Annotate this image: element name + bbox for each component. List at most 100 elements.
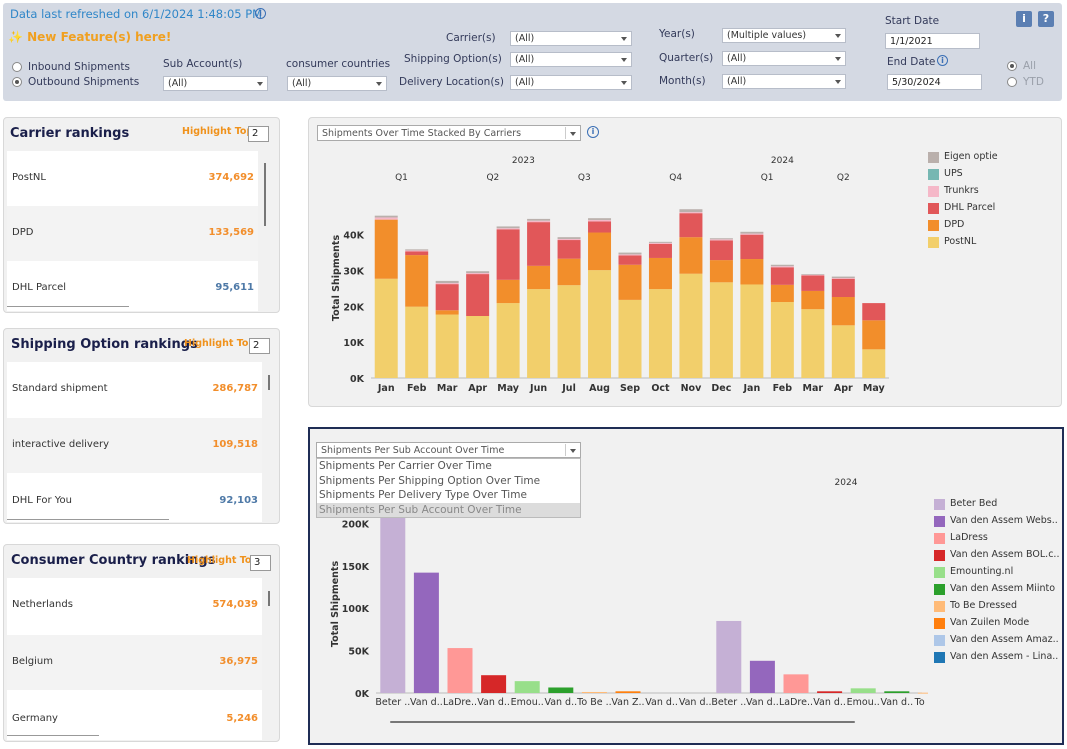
start-date-input[interactable]: 1/1/2021 — [885, 33, 980, 49]
info-button[interactable]: i — [1016, 11, 1032, 27]
bar-segment-dhl-parcel — [740, 234, 764, 260]
dropdown-option-carrier[interactable]: Shipments Per Carrier Over Time — [319, 460, 492, 472]
month-select[interactable]: (All) — [722, 74, 846, 89]
refresh-info-icon[interactable]: i — [255, 8, 266, 19]
top-chart-dropdown[interactable]: Shipments Over Time Stacked By Carriers — [317, 125, 581, 141]
y-tick-label: 200K — [342, 519, 370, 530]
bar-segment-eigen-optie — [801, 274, 825, 275]
legend-item[interactable]: PostNL — [928, 235, 1053, 252]
x-tick-label: LaDre.. — [443, 697, 477, 708]
legend-item[interactable]: Trunkrs — [928, 184, 1053, 201]
horizontal-scrollbar[interactable] — [390, 721, 855, 723]
list-item[interactable]: interactive delivery 109,518 — [7, 418, 262, 473]
legend-item[interactable]: Eigen optie — [928, 150, 1053, 167]
carrier-select[interactable]: (All) — [510, 31, 632, 46]
list-item[interactable]: Belgium 36,975 — [7, 635, 262, 690]
list-item[interactable]: Standard shipment 286,787 — [7, 362, 262, 417]
legend-item[interactable]: LaDress — [934, 531, 1062, 548]
outbound-radio-label[interactable]: Outbound Shipments — [28, 76, 140, 88]
legend-item[interactable]: Emounting.nl — [934, 565, 1062, 582]
legend-item[interactable]: Beter Bed — [934, 497, 1062, 514]
bar-segment-trunkrs — [648, 242, 672, 244]
outbound-radio[interactable] — [12, 77, 22, 87]
inbound-radio-label[interactable]: Inbound Shipments — [28, 61, 130, 73]
legend-item[interactable]: Van den Assem Webs.. — [934, 514, 1062, 531]
legend-item[interactable]: Van den Assem Amaz.. — [934, 633, 1062, 650]
x-tick-label: Feb — [773, 383, 793, 394]
highlight-top-input[interactable]: 2 — [248, 126, 269, 142]
shipping-option-value: (All) — [515, 54, 535, 65]
consumer-country-rankings-list: Netherlands 574,039 Belgium 36,975 Germany… — [7, 578, 262, 740]
legend-item[interactable]: To Be Dressed — [934, 599, 1062, 616]
bar-segment-eigen-optie — [557, 237, 581, 239]
legend-item[interactable]: Van den Assem Miinto — [934, 582, 1062, 599]
vertical-scrollbar[interactable] — [268, 591, 270, 606]
consumer-countries-select[interactable]: (All) — [287, 76, 387, 91]
highlight-top-input[interactable]: 3 — [250, 555, 271, 571]
x-tick-label: Nov — [681, 383, 702, 394]
legend-item[interactable]: UPS — [928, 167, 1053, 184]
legend-item[interactable]: Van den Assem - Lina.. — [934, 650, 1062, 667]
end-date-input[interactable]: 5/30/2024 — [887, 74, 982, 90]
carrier-label: Carrier(s) — [446, 32, 496, 44]
list-item[interactable]: DHL For You 92,103 — [7, 474, 262, 529]
horizontal-scrollbar[interactable] — [7, 306, 129, 307]
legend-swatch — [934, 584, 945, 595]
chevron-down-icon — [570, 132, 576, 136]
list-item[interactable]: Netherlands 574,039 — [7, 578, 262, 633]
dropdown-option-shipping-option[interactable]: Shipments Per Shipping Option Over Time — [319, 474, 541, 487]
bar-segment-trunkrs — [557, 238, 581, 241]
quarter-select[interactable]: (All) — [722, 51, 846, 66]
x-tick-label: Van d.. — [645, 697, 678, 708]
vertical-scrollbar[interactable] — [268, 375, 270, 390]
list-item[interactable]: DPD 133,569 — [7, 206, 258, 261]
dropdown-option-delivery-type[interactable]: Shipments Per Delivery Type Over Time — [319, 489, 527, 501]
x-tick-label: Emou.. — [847, 697, 880, 708]
bar-segment-postnl — [374, 278, 398, 378]
bar-segment-dhl-parcel — [679, 213, 703, 238]
x-tick-label: Oct — [651, 383, 670, 394]
bar-segment-dpd — [740, 259, 764, 285]
legend-label: Beter Bed — [950, 498, 998, 509]
legend-item[interactable]: DPD — [928, 218, 1053, 235]
year-select[interactable]: (Multiple values) — [722, 28, 846, 43]
horizontal-scrollbar[interactable] — [7, 519, 169, 520]
list-item[interactable]: DHL Parcel 95,611 — [7, 261, 258, 316]
item-name: Germany — [12, 713, 58, 724]
all-radio[interactable] — [1007, 61, 1017, 71]
list-item[interactable]: PostNL 374,692 — [7, 151, 258, 206]
legend-item[interactable]: Van Zuilen Mode — [934, 616, 1062, 633]
horizontal-scrollbar[interactable] — [7, 735, 99, 736]
x-tick-label: Aug — [589, 383, 610, 394]
dropdown-option-sub-account[interactable]: Shipments Per Sub Account Over Time — [317, 502, 580, 517]
item-name: DPD — [12, 227, 34, 238]
sub-account-select[interactable]: (All) — [163, 76, 268, 91]
new-feature-link[interactable]: ✨ New Feature(s) here! — [8, 30, 172, 44]
bar-segment-trunkrs — [831, 278, 855, 279]
bar-segment-dhl-parcel — [405, 251, 429, 256]
chart-info-icon[interactable]: i — [587, 126, 599, 138]
shipping-option-select[interactable]: (All) — [510, 52, 632, 67]
bar — [749, 660, 775, 693]
shipments-per-sub-account-panel: 0K 50K 100K 150K 200K Total Shipments 2024 Bete… — [308, 427, 1064, 745]
help-button[interactable]: ? — [1038, 11, 1054, 27]
x-tick-label: Van d.. — [813, 697, 846, 708]
carrier-rankings-panel: Carrier rankings Highlight Top 2 PostNL 3… — [3, 117, 280, 313]
inbound-radio[interactable] — [12, 62, 22, 72]
end-date-info-icon[interactable]: i — [937, 55, 948, 66]
ytd-radio[interactable] — [1007, 77, 1017, 87]
bar-segment-eigen-optie — [770, 264, 794, 267]
all-radio-label[interactable]: All — [1023, 60, 1037, 72]
bottom-chart-dropdown[interactable]: Shipments Per Sub Account Over Time — [316, 442, 581, 458]
delivery-location-select[interactable]: (All) — [510, 75, 632, 90]
legend-label: Eigen optie — [944, 151, 998, 162]
list-item[interactable]: Germany 5,246 — [7, 692, 262, 747]
ytd-radio-label[interactable]: YTD — [1023, 76, 1044, 88]
highlight-top-input[interactable]: 2 — [249, 338, 270, 354]
legend-item[interactable]: Van den Assem BOL.c.. — [934, 548, 1062, 565]
vertical-scrollbar[interactable] — [264, 163, 266, 226]
highlight-top-label: Highlight Top — [182, 126, 254, 137]
legend-item[interactable]: DHL Parcel — [928, 201, 1053, 218]
x-tick-label: Van d.. — [880, 697, 913, 708]
bar — [817, 691, 843, 693]
